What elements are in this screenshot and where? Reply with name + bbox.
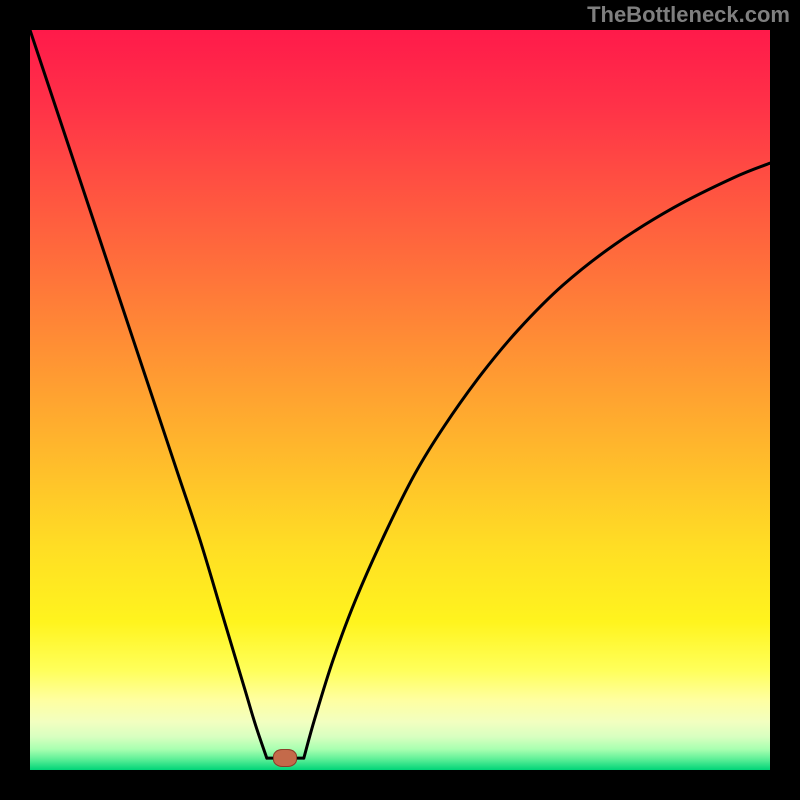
bottleneck-curve <box>30 30 770 758</box>
curve-layer <box>30 30 770 770</box>
chart-frame: TheBottleneck.com <box>0 0 800 800</box>
optimal-point-marker <box>273 749 297 767</box>
watermark-text: TheBottleneck.com <box>587 2 790 28</box>
plot-area <box>30 30 770 770</box>
